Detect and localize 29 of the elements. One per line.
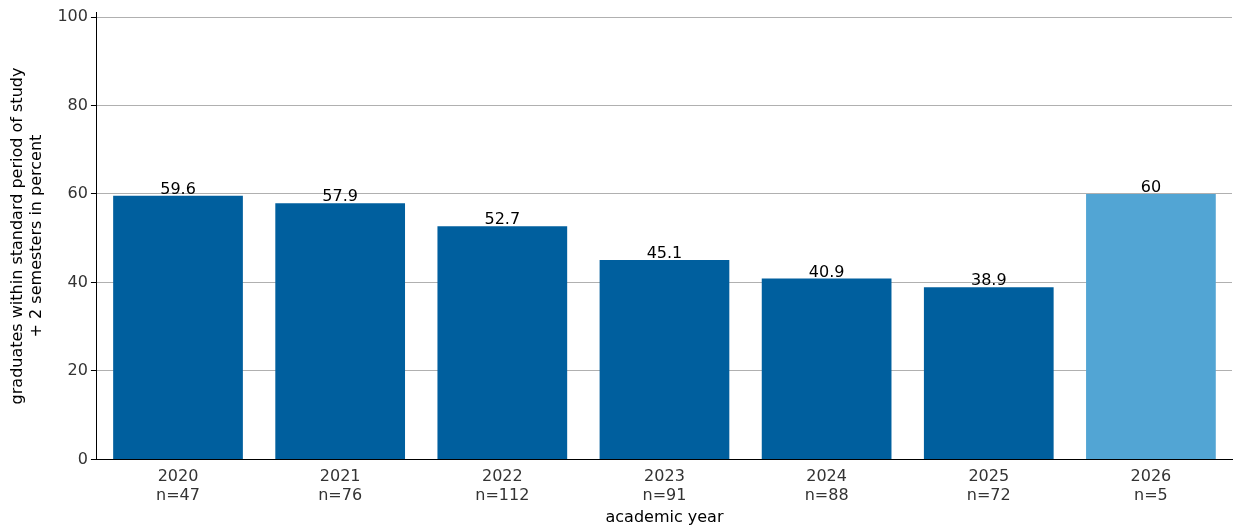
data-label: 40.9 <box>808 261 845 281</box>
data-label: 45.1 <box>646 243 683 263</box>
bar <box>923 287 1054 459</box>
data-label: 38.9 <box>970 270 1007 290</box>
bar <box>599 259 730 459</box>
x-axis-title: academic year <box>605 506 724 526</box>
bar <box>1086 193 1216 459</box>
y-tick-label: 20 <box>67 360 88 380</box>
x-tick-label: 2025 n=72 <box>966 466 1011 505</box>
bar <box>761 278 892 459</box>
bar <box>437 226 568 459</box>
x-tick-label: 2022 n=112 <box>475 466 530 505</box>
x-tick-label: 2023 n=91 <box>642 466 687 505</box>
data-label: 52.7 <box>484 209 521 229</box>
y-tick-label: 60 <box>67 183 88 203</box>
x-tick-label: 2021 n=76 <box>318 466 363 505</box>
x-tick-label: 2020 n=47 <box>156 466 200 505</box>
y-tick-label: 100 <box>57 6 88 26</box>
y-tick-label: 80 <box>67 94 88 114</box>
data-label: 59.6 <box>160 178 196 198</box>
y-tick-label: 0 <box>77 448 88 468</box>
x-tick-label: 2026 n=5 <box>1130 466 1172 505</box>
y-axis-title: graduates within standard period of study + 2 semesters in percent <box>6 67 45 405</box>
bar <box>113 195 243 459</box>
bar <box>275 203 406 459</box>
y-tick-label: 40 <box>67 271 88 291</box>
data-label: 57.9 <box>322 186 358 206</box>
data-label: 60 <box>1140 177 1162 197</box>
x-tick-label: 2024 n=88 <box>804 466 849 505</box>
